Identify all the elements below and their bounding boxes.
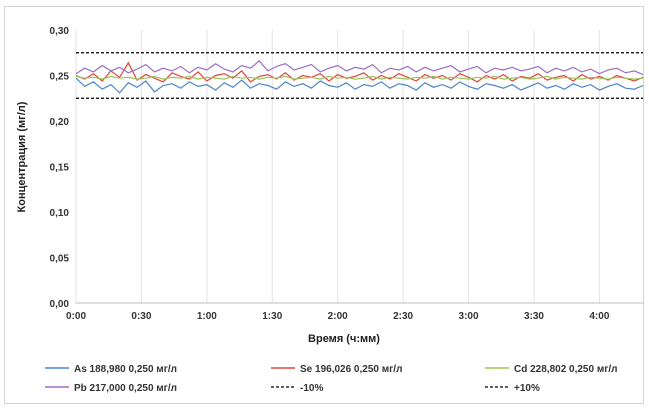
x-tick-label: 0:00 xyxy=(66,311,86,322)
legend-label: Se 196,026 0,250 мг/л xyxy=(300,364,402,375)
concentration-chart: 0,00 0,05 0,10 0,15 0,20 0,25 0,30 0:00 0:30 1:0… xyxy=(16,26,644,394)
series-line xyxy=(75,61,644,83)
series-line xyxy=(75,77,644,94)
reference-lines xyxy=(76,52,643,99)
legend: As 188,980 0,250 мг/л Se 196,026 0,250 мг… xyxy=(45,364,618,394)
series-line xyxy=(75,60,644,76)
x-tick-label: 4:00 xyxy=(589,311,609,322)
x-tick-label: 3:30 xyxy=(524,311,544,322)
grid xyxy=(75,30,643,304)
x-tick-label: 1:00 xyxy=(197,311,217,322)
x-tick-label: 0:30 xyxy=(131,311,151,322)
x-axis-title: Время (ч:мм) xyxy=(308,333,380,345)
y-tick-label: 0,20 xyxy=(50,117,70,128)
legend-label: -10% xyxy=(300,383,323,394)
x-tick-label: 2:30 xyxy=(393,311,413,322)
y-tick-label: 0,05 xyxy=(50,254,70,265)
x-tick-label: 1:30 xyxy=(262,311,282,322)
legend-label: Pb 217,000 0,250 мг/л xyxy=(74,383,177,394)
x-tick-label: 3:00 xyxy=(459,311,479,322)
y-tick-label: 0,00 xyxy=(50,299,70,310)
x-tick-labels: 0:00 0:30 1:00 1:30 2:00 2:30 3:00 3:30 4:00 xyxy=(66,311,610,322)
legend-label: Cd 228,802 0,250 мг/л xyxy=(514,364,618,375)
legend-label: +10% xyxy=(514,383,540,394)
y-tick-labels: 0,00 0,05 0,10 0,15 0,20 0,25 0,30 xyxy=(50,26,70,310)
y-tick-label: 0,30 xyxy=(50,26,70,37)
series-lines xyxy=(75,60,644,94)
series-line xyxy=(75,75,644,80)
y-tick-label: 0,25 xyxy=(50,72,70,83)
y-tick-label: 0,15 xyxy=(50,163,70,174)
x-tick-label: 2:00 xyxy=(328,311,348,322)
y-axis-title: Концентрация (мг/л) xyxy=(16,101,28,212)
chart-frame: 0,00 0,05 0,10 0,15 0,20 0,25 0,30 0:00 0:30 1:0… xyxy=(4,6,644,404)
y-tick-label: 0,10 xyxy=(50,208,70,219)
legend-label: As 188,980 0,250 мг/л xyxy=(74,364,177,375)
